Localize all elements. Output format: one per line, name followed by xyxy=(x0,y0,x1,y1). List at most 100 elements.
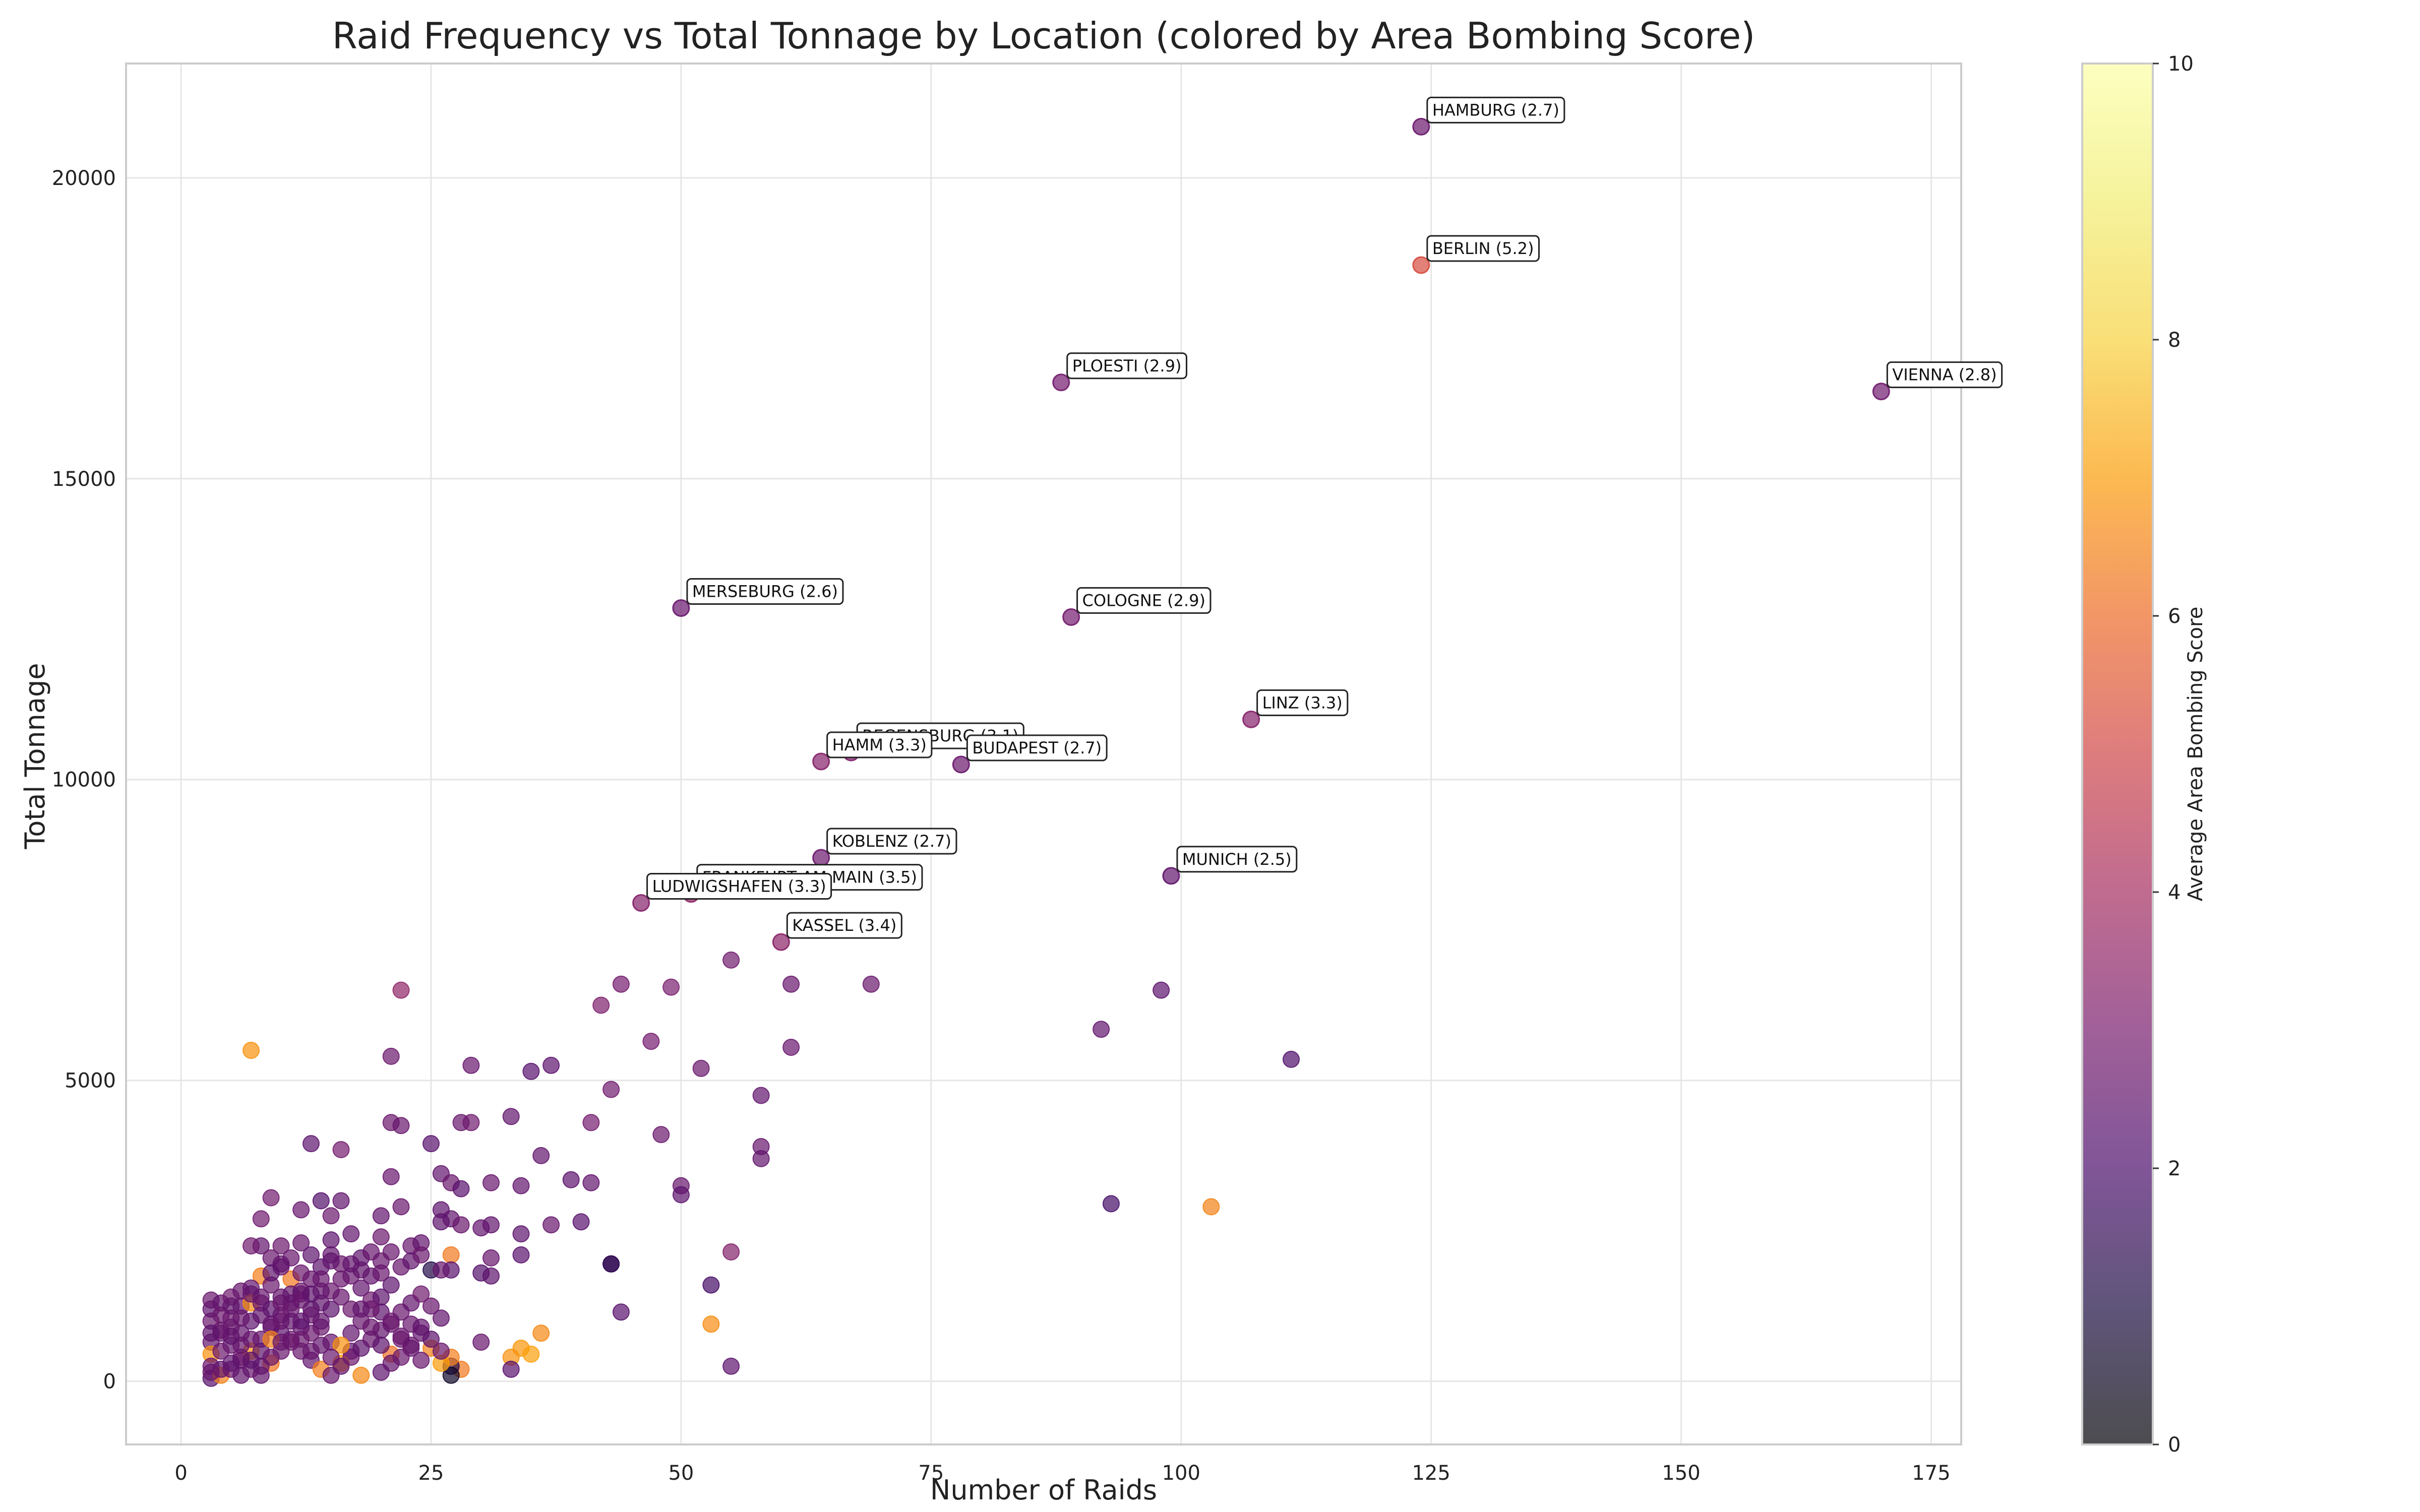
data-point xyxy=(783,976,799,992)
data-point xyxy=(643,1033,659,1049)
y-tick-label: 0 xyxy=(103,1370,116,1394)
point-annotation: LUDWIGSHAFEN (3.3) xyxy=(647,873,831,899)
data-point xyxy=(273,1334,289,1350)
annotation-label: LUDWIGSHAFEN (3.3) xyxy=(652,876,826,896)
data-point xyxy=(1203,1199,1219,1215)
colorbar-tick-label: 8 xyxy=(2168,329,2181,352)
chart-title: Raid Frequency vs Total Tonnage by Locat… xyxy=(332,15,1755,57)
annotation-label: BERLIN (5.2) xyxy=(1432,239,1534,258)
data-point xyxy=(723,1358,739,1374)
y-ticks: 05000100001500020000 xyxy=(52,167,116,1394)
annotation-label: LINZ (3.3) xyxy=(1262,693,1343,712)
data-point xyxy=(453,1217,469,1233)
data-point xyxy=(503,1361,519,1377)
data-point xyxy=(333,1142,349,1158)
data-point xyxy=(753,1088,769,1104)
labeled-data-point xyxy=(633,895,649,911)
data-point xyxy=(323,1232,339,1248)
data-point xyxy=(753,1151,769,1167)
data-point xyxy=(603,1082,619,1098)
data-point xyxy=(613,976,629,992)
colorbar-tick-label: 10 xyxy=(2168,52,2194,76)
point-annotation: LINZ (3.3) xyxy=(1257,690,1348,715)
data-point xyxy=(863,976,879,992)
data-point xyxy=(703,1277,719,1293)
data-point xyxy=(1153,982,1169,998)
data-point xyxy=(433,1310,449,1326)
data-point xyxy=(433,1262,449,1278)
labeled-data-point xyxy=(1163,868,1179,884)
data-point xyxy=(603,1256,619,1272)
point-annotation: KOBLENZ (2.7) xyxy=(827,829,956,854)
x-tick-label: 50 xyxy=(668,1462,694,1485)
labeled-data-point xyxy=(1413,257,1429,273)
annotation-label: HAMBURG (2.7) xyxy=(1432,100,1559,119)
data-point xyxy=(313,1193,329,1209)
annotation-label: COLOGNE (2.9) xyxy=(1082,591,1205,610)
data-point xyxy=(253,1211,269,1227)
point-annotation: HAMM (3.3) xyxy=(827,732,932,758)
data-point xyxy=(523,1063,539,1080)
data-point xyxy=(243,1042,259,1058)
scatter-points xyxy=(203,952,1299,1387)
data-point xyxy=(583,1114,599,1130)
y-tick-label: 20000 xyxy=(52,167,116,190)
data-point xyxy=(483,1217,499,1233)
data-point xyxy=(1283,1051,1299,1067)
annotation-label: KOBLENZ (2.7) xyxy=(832,832,951,851)
data-point xyxy=(353,1301,369,1317)
data-point xyxy=(293,1265,309,1281)
data-point xyxy=(373,1208,389,1224)
x-tick-label: 150 xyxy=(1662,1462,1700,1485)
data-point xyxy=(383,1169,399,1185)
point-annotation: BERLIN (5.2) xyxy=(1427,236,1539,261)
x-axis-label: Number of Raids xyxy=(930,1474,1157,1506)
annotation-label: PLOESTI (2.9) xyxy=(1072,356,1182,375)
data-point xyxy=(523,1346,539,1362)
labeled-data-point xyxy=(1053,374,1069,391)
point-annotation: KASSEL (3.4) xyxy=(787,913,901,938)
labeled-data-point xyxy=(813,753,829,770)
data-point xyxy=(303,1247,319,1263)
data-point xyxy=(303,1136,319,1152)
data-point xyxy=(583,1175,599,1191)
data-point xyxy=(323,1253,339,1269)
data-point xyxy=(653,1126,669,1143)
annotation-label: HAMM (3.3) xyxy=(832,735,927,754)
colorbar-tick-label: 0 xyxy=(2168,1433,2181,1457)
data-point xyxy=(513,1178,529,1194)
labeled-data-point xyxy=(773,934,789,950)
data-point xyxy=(263,1265,279,1281)
point-annotation: MUNICH (2.5) xyxy=(1177,847,1297,872)
point-annotation: PLOESTI (2.9) xyxy=(1067,353,1187,379)
data-point xyxy=(363,1319,379,1335)
data-point xyxy=(533,1325,549,1341)
point-annotation: COLOGNE (2.9) xyxy=(1077,588,1211,613)
data-point xyxy=(593,997,609,1014)
data-point xyxy=(233,1310,249,1326)
colorbar-tick-label: 4 xyxy=(2168,881,2181,904)
annotation-label: MERSEBURG (2.6) xyxy=(692,582,838,601)
labeled-data-point xyxy=(1413,118,1429,135)
x-tick-label: 25 xyxy=(418,1462,444,1485)
data-point xyxy=(453,1181,469,1197)
x-tick-label: 125 xyxy=(1412,1462,1450,1485)
data-point xyxy=(1093,1021,1109,1037)
data-point xyxy=(313,1271,329,1287)
labeled-data-point xyxy=(1873,384,1889,400)
data-point xyxy=(373,1265,389,1281)
annotation-label: MUNICH (2.5) xyxy=(1182,850,1292,869)
data-point xyxy=(413,1247,429,1263)
data-point xyxy=(383,1048,399,1064)
data-point xyxy=(723,1244,739,1260)
data-point xyxy=(483,1175,499,1191)
data-point xyxy=(563,1172,579,1188)
data-point xyxy=(513,1226,529,1242)
y-tick-label: 10000 xyxy=(52,769,116,792)
y-tick-label: 15000 xyxy=(52,468,116,491)
data-point xyxy=(223,1328,239,1344)
data-point xyxy=(723,952,739,968)
data-point xyxy=(353,1262,369,1278)
data-point xyxy=(463,1057,479,1074)
